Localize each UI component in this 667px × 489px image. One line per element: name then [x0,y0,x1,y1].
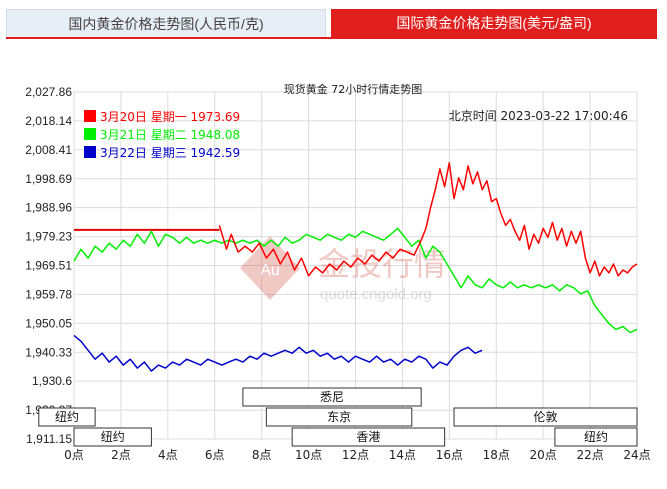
series-line-day1 [218,162,638,277]
y-tick-label: 1,969.51 [25,259,72,273]
session-label: 纽约 [55,409,79,424]
legend-swatch [84,128,96,140]
session-box-rect [554,427,638,447]
session-label: 纽约 [101,429,125,444]
x-axis-labels: 0点 2点 4点 6点 8点 10点 12点 14点 16点 18点 20点 22点 24点 [64,448,650,462]
session-box-rect [242,387,422,407]
price-series [73,162,638,372]
session-box-rect [291,427,446,447]
session-box: 香港 [291,427,446,447]
x-tick-label: 2点 [111,448,131,462]
session-label: 悉尼 [320,390,344,404]
y-tick-label: 1,940.33 [25,345,72,359]
y-tick-label: 1,930.6 [32,374,72,388]
y-tick-label: 1,988.96 [25,201,72,215]
session-box-rect [265,407,413,427]
tab-underline [6,37,657,39]
y-tick-label: 1,911.15 [26,432,72,446]
session-label: 东京 [327,410,351,424]
x-tick-label: 8点 [252,448,272,462]
y-tick-label: 1,998.69 [25,172,72,186]
x-tick-label: 24点 [623,448,650,462]
session-box-rect [73,427,152,447]
x-tick-label: 20点 [530,448,557,462]
legend-swatch [84,146,96,158]
x-tick-label: 18点 [483,448,510,462]
y-tick-label: 2,018.14 [25,114,72,128]
grid-lines [73,91,638,440]
session-box: 纽约 [554,427,638,447]
chart-legend: 3月20日 星期一 1973.69 3月21日 星期二 1948.08 3月22日 … [84,110,240,160]
session-box-rect [38,407,96,427]
y-tick-label: 2,008.41 [25,143,72,157]
x-tick-label: 16点 [436,448,463,462]
x-tick-label: 10点 [295,448,322,462]
legend-swatch [84,110,96,122]
chart-title: 现货黄金 72小时行情走势图 [284,82,423,96]
session-box: 纽约 [73,427,152,447]
session-box-rect [453,407,638,427]
session-box: 悉尼 [242,387,422,407]
watermark-site: quote.cngold.org [320,286,432,303]
x-tick-label: 12点 [342,448,369,462]
series-line-day3 [73,334,483,372]
y-tick-label: 2,027.86 [25,85,72,99]
session-label: 香港 [356,430,380,444]
watermark-brand: 金投行情 [318,245,446,283]
y-tick-label: 1,950.05 [25,316,72,330]
watermark-logo-text: Au [260,262,280,279]
session-box: 东京 [265,407,413,427]
y-tick-label: 1,959.78 [25,287,72,301]
session-label: 纽约 [584,429,608,444]
legend-entry: 3月21日 星期二 1948.08 [100,128,240,142]
session-box: 纽约 [38,407,96,427]
tab-domestic-gold[interactable]: 国内黄金价格走势图(人民币/克) [6,9,326,38]
tab-international-gold[interactable]: 国际黄金价格走势图(美元/盎司) [331,9,657,37]
y-axis-labels: 2,027.86 2,018.14 2,008.41 1,998.69 1,988.96… [25,85,72,446]
session-box: 伦敦 [453,407,638,427]
session-label: 伦敦 [534,409,558,424]
x-tick-label: 14点 [389,448,416,462]
x-tick-label: 0点 [64,448,84,462]
legend-entry: 3月22日 星期三 1942.59 [100,146,240,160]
watermark-logo-diamond [240,236,300,300]
chart-timestamp: 北京时间 2023-03-22 17:00:46 [449,109,628,123]
x-tick-label: 6点 [205,448,225,462]
x-tick-label: 22点 [576,448,603,462]
series-line-day2 [73,227,638,334]
x-tick-label: 4点 [158,448,178,462]
y-tick-label: 1,979.23 [25,230,72,244]
watermark: Au 金投行情 quote.cngold.org [240,236,446,303]
legend-entry: 3月20日 星期一 1973.69 [100,110,240,124]
gold-price-chart: Au 金投行情 quote.cngold.org 2,027.86 2,018.1… [25,82,650,462]
